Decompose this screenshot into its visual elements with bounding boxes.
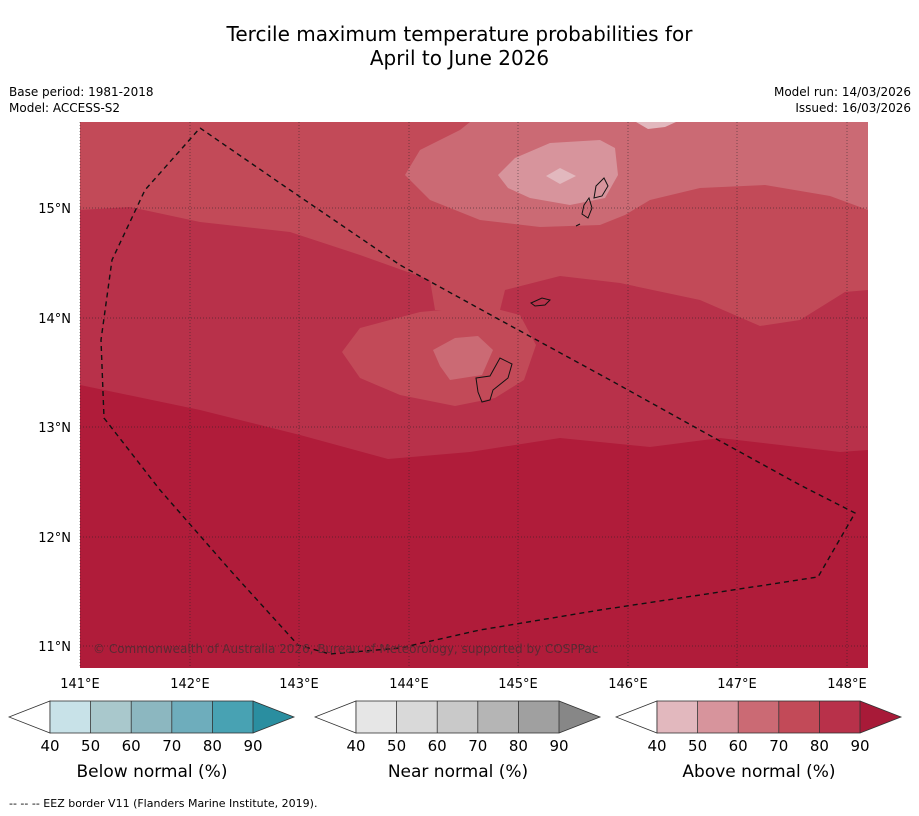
lat-label: 12°N [38, 531, 71, 546]
tinian-island [581, 196, 593, 219]
cbar-tick: 60 [122, 737, 141, 755]
lat-label: 13°N [38, 421, 71, 436]
cbar-above-left-arrow [615, 700, 658, 734]
title-line-2: April to June 2026 [369, 46, 550, 70]
guam-island [475, 357, 513, 403]
cbar-near-seg-4 [477, 701, 519, 733]
cbar-tick: 50 [387, 737, 406, 755]
model-run: Model run: 14/03/2026 [773, 85, 911, 99]
islands [475, 177, 609, 403]
cbar-tick: 40 [346, 737, 365, 755]
lon-label: 143°E [279, 677, 319, 692]
lat-label: 14°N [38, 312, 71, 327]
meta-left: Base period: 1981-2018 Model: ACCESS-S2 [9, 84, 154, 116]
cbar-near-right-arrow [559, 701, 600, 733]
lon-label: 142°E [170, 677, 210, 692]
cbar-below-seg-2 [90, 701, 132, 733]
saipan-island [593, 177, 609, 199]
aguijan-island [575, 223, 581, 227]
cbar-below-seg-4 [171, 701, 213, 733]
zone-above-40 [546, 168, 576, 184]
lat-label: 11°N [38, 640, 71, 655]
cbar-above-right-arrow [860, 701, 901, 733]
copyright-credit: © Commonwealth of Australia 2026, Bureau… [93, 642, 599, 656]
cbar-above-seg-5 [819, 701, 860, 733]
cbar-near-seg-1 [356, 701, 397, 733]
model-name: Model: ACCESS-S2 [9, 101, 121, 115]
lon-label: 146°E [608, 677, 648, 692]
lon-label: 144°E [389, 677, 429, 692]
cbar-tick: 50 [81, 737, 100, 755]
cbar-tick: 40 [40, 737, 59, 755]
cbar-tick: 90 [850, 737, 869, 755]
title-line-1: Tercile maximum temperature probabilitie… [226, 22, 693, 46]
colorbar-near: 40 50 60 70 80 90 [314, 700, 602, 755]
cbar-tick: 80 [810, 737, 829, 755]
zone-above-60-guam [433, 336, 493, 380]
cbar-tick: 60 [729, 737, 748, 755]
base-period: Base period: 1981-2018 [9, 85, 154, 99]
cbar-near-seg-5 [518, 701, 559, 733]
lon-label: 141°E [60, 677, 100, 692]
issued-date: Issued: 16/03/2026 [795, 101, 911, 115]
gridlines [79, 122, 868, 668]
eez-footnote: -- -- -- EEZ border V11 (Flanders Marine… [9, 797, 318, 810]
cbar-near-seg-3 [437, 701, 478, 733]
cbar-below-right-arrow [253, 701, 294, 733]
meta-right: Model run: 14/03/2026 Issued: 16/03/2026 [774, 84, 911, 116]
cbar-below-seg-3 [131, 701, 172, 733]
zone-above-60 [405, 122, 868, 227]
colorbar-above-title: Above normal (%) [682, 762, 836, 782]
lon-labels: 141°E 142°E 143°E 144°E 145°E 146°E 147°… [60, 677, 867, 692]
cbar-tick: 70 [162, 737, 181, 755]
cbar-tick: 80 [509, 737, 528, 755]
cbar-tick: 50 [688, 737, 707, 755]
lon-label: 148°E [827, 677, 867, 692]
cbar-tick: 90 [549, 737, 568, 755]
cbar-below-seg-1 [50, 701, 91, 733]
cbar-above-seg-4 [778, 701, 820, 733]
rota-island [530, 297, 551, 307]
cbar-above-seg-1 [657, 701, 698, 733]
cbar-tick: 40 [647, 737, 666, 755]
cbar-tick: 90 [243, 737, 262, 755]
cbar-near-seg-2 [396, 701, 438, 733]
cbar-above-seg-2 [697, 701, 739, 733]
cbar-tick: 80 [203, 737, 222, 755]
cbar-above-seg-3 [738, 701, 779, 733]
colorbar-below-title: Below normal (%) [76, 762, 228, 782]
probability-map: 15°N 14°N 13°N 12°N 11°N 141°E 142°E 143… [38, 122, 868, 692]
map-fill [80, 122, 868, 668]
lat-labels: 15°N 14°N 13°N 12°N 11°N [38, 202, 71, 655]
zone-above-40-top [636, 122, 676, 129]
lat-label: 15°N [38, 202, 71, 217]
cbar-tick: 60 [428, 737, 447, 755]
colorbar-near-title: Near normal (%) [387, 762, 529, 782]
lon-label: 147°E [717, 677, 757, 692]
cbar-tick: 70 [769, 737, 788, 755]
lon-label: 145°E [498, 677, 538, 692]
colorbar-below: 40 50 60 70 80 90 [8, 700, 296, 755]
cbar-tick: 70 [468, 737, 487, 755]
colorbar-above: 40 50 60 70 80 90 [615, 700, 903, 755]
cbar-below-left-arrow [8, 700, 51, 734]
chart-title: Tercile maximum temperature probabilitie… [0, 22, 919, 70]
cbar-below-seg-5 [212, 701, 253, 733]
cbar-near-left-arrow [314, 700, 357, 734]
